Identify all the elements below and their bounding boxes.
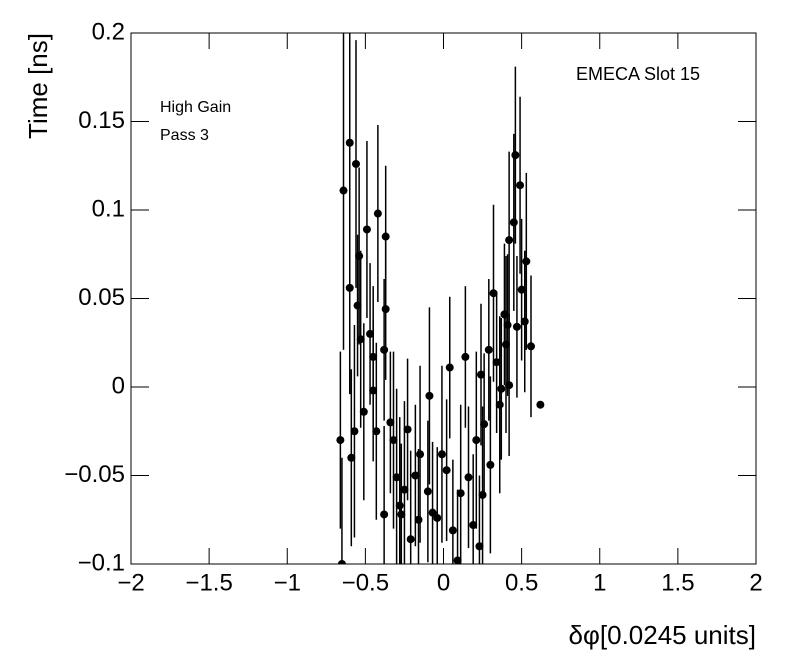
marker	[472, 436, 481, 445]
marker	[536, 400, 545, 409]
marker	[520, 317, 529, 326]
marker	[395, 501, 404, 510]
y-tick-label: −0.05	[64, 461, 125, 488]
marker	[336, 436, 345, 445]
marker	[433, 513, 442, 522]
marker	[397, 510, 406, 519]
marker	[456, 489, 465, 498]
marker	[484, 345, 493, 354]
annotation: Pass 3	[160, 127, 209, 144]
marker	[416, 450, 425, 459]
x-tick-label: −1.5	[185, 569, 232, 596]
marker	[516, 181, 525, 190]
marker	[425, 391, 434, 400]
marker	[359, 407, 368, 416]
y-tick-label: 0	[112, 372, 125, 399]
marker	[347, 453, 356, 462]
marker	[497, 384, 506, 393]
marker	[373, 209, 382, 218]
marker	[492, 358, 501, 367]
marker	[345, 283, 354, 292]
marker	[352, 159, 360, 168]
y-tick-label: 0.05	[78, 284, 125, 311]
marker	[461, 352, 470, 361]
x-tick-label: 0.5	[505, 569, 538, 596]
marker	[517, 285, 526, 294]
marker	[509, 218, 518, 227]
marker	[389, 436, 398, 445]
x-tick-label: −0.5	[342, 569, 389, 596]
marker	[478, 490, 487, 499]
marker	[381, 305, 390, 314]
marker	[381, 232, 390, 241]
plot-area	[336, 33, 545, 564]
x-tick-label: 0	[437, 569, 450, 596]
marker	[503, 321, 512, 330]
marker	[356, 335, 365, 344]
marker	[489, 289, 498, 298]
marker	[522, 257, 531, 266]
x-tick-label: 1.5	[661, 569, 694, 596]
marker	[505, 381, 514, 390]
marker	[445, 363, 454, 372]
marker	[345, 138, 354, 147]
y-tick-label: −0.1	[78, 549, 125, 576]
marker	[411, 471, 420, 480]
x-tick-label: −2	[117, 569, 144, 596]
marker	[437, 450, 446, 459]
marker	[414, 515, 423, 524]
marker	[505, 236, 514, 245]
x-tick-label: 2	[749, 569, 762, 596]
marker	[386, 418, 395, 427]
annotation: High Gain	[160, 99, 231, 116]
marker	[442, 466, 451, 475]
marker	[369, 386, 378, 395]
marker	[403, 425, 412, 434]
marker	[469, 521, 478, 530]
marker	[372, 427, 381, 436]
marker	[448, 526, 457, 535]
marker	[380, 510, 389, 519]
marker	[400, 485, 409, 494]
chart-title: EMECA Slot 15	[576, 64, 700, 84]
marker	[350, 427, 359, 436]
marker	[366, 329, 375, 338]
y-tick-label: 0.15	[78, 107, 125, 134]
marker	[339, 186, 348, 195]
marker	[380, 345, 389, 354]
marker	[362, 225, 371, 234]
y-axis-title: Time [ns]	[23, 33, 53, 139]
marker	[527, 342, 535, 351]
marker	[337, 560, 346, 564]
marker	[477, 370, 485, 379]
x-tick-label: −1	[274, 569, 301, 596]
marker	[475, 542, 484, 551]
marker	[511, 151, 520, 160]
marker	[392, 473, 401, 482]
y-tick-label: 0.1	[92, 195, 125, 222]
marker	[464, 473, 473, 482]
marker	[353, 301, 362, 310]
x-tick-label: 1	[593, 569, 606, 596]
marker	[355, 252, 364, 261]
marker	[406, 535, 415, 544]
x-axis-title: δφ[0.0245 units]	[569, 620, 756, 650]
marker	[428, 508, 437, 517]
marker	[423, 487, 432, 496]
marker	[486, 460, 495, 469]
marker	[495, 400, 504, 409]
marker	[480, 420, 489, 429]
marker	[453, 556, 462, 564]
y-tick-label: 0.2	[92, 18, 125, 45]
marker	[512, 322, 521, 331]
